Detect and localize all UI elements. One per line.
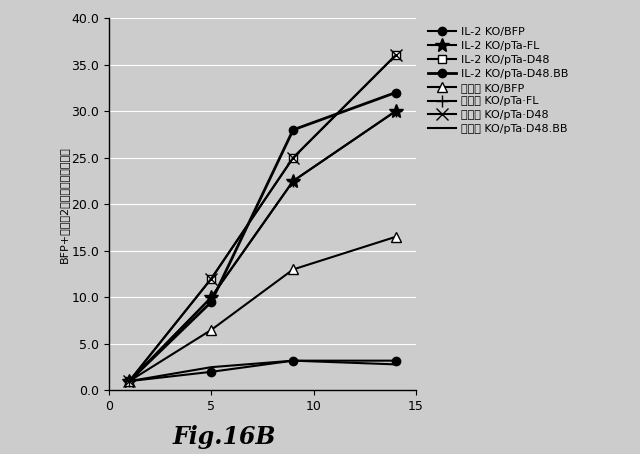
IL-2 KO/pTa-D48 — [207, 276, 215, 281]
IL-2 KO/pTa-D48.BB — [392, 90, 399, 95]
Line: ビーズ KO/pTa·D48: ビーズ KO/pTa·D48 — [124, 50, 401, 387]
ビーズ KO/pTa·D48.BB — [392, 362, 399, 367]
ビーズ KO/pTa·D48 — [392, 53, 399, 58]
IL-2 KO/pTa-FL — [207, 295, 215, 300]
ビーズ KO/pTa·D48.BB — [289, 358, 297, 363]
ビーズ KO/BFP — [289, 266, 297, 272]
ビーズ KO/pTa·D48.BB — [207, 365, 215, 370]
ビーズ KO/pTa·D48 — [207, 276, 215, 281]
IL-2 KO/pTa-D48.BB — [207, 299, 215, 305]
ビーズ KO/BFP — [125, 378, 133, 384]
Line: ビーズ KO/pTa·D48.BB: ビーズ KO/pTa·D48.BB — [129, 360, 396, 381]
ビーズ KO/pTa·FL — [289, 178, 297, 184]
ビーズ KO/pTa·FL — [207, 295, 215, 300]
ビーズ KO/pTa·D48.BB — [125, 378, 133, 384]
IL-2 KO/pTa-FL — [392, 109, 399, 114]
ビーズ KO/pTa·D48 — [289, 155, 297, 160]
IL-2 KO/BFP — [289, 358, 297, 363]
ビーズ KO/pTa·FL — [392, 109, 399, 114]
IL-2 KO/BFP — [125, 378, 133, 384]
Line: IL-2 KO/BFP: IL-2 KO/BFP — [125, 356, 400, 385]
Legend: IL-2 KO/BFP, IL-2 KO/pTa-FL, IL-2 KO/pTa-D48, IL-2 KO/pTa-D48.BB, ビーズ KO/BFP, ビー: IL-2 KO/BFP, IL-2 KO/pTa-FL, IL-2 KO/pTa… — [424, 24, 572, 138]
IL-2 KO/pTa-FL — [289, 178, 297, 184]
ビーズ KO/pTa·FL — [125, 378, 133, 384]
IL-2 KO/pTa-D48 — [289, 155, 297, 160]
Line: ビーズ KO/pTa·FL: ビーズ KO/pTa·FL — [124, 106, 401, 387]
Line: IL-2 KO/pTa-D48: IL-2 KO/pTa-D48 — [125, 51, 400, 385]
IL-2 KO/BFP — [207, 369, 215, 375]
IL-2 KO/pTa-D48.BB — [289, 127, 297, 133]
Text: Fig.16B: Fig.16B — [172, 425, 276, 449]
IL-2 KO/pTa-FL — [125, 378, 133, 384]
Line: ビーズ KO/BFP: ビーズ KO/BFP — [124, 232, 401, 386]
IL-2 KO/pTa-D48 — [125, 378, 133, 384]
ビーズ KO/pTa·D48 — [125, 378, 133, 384]
IL-2 KO/BFP — [392, 358, 399, 363]
IL-2 KO/pTa-D48 — [392, 53, 399, 58]
ビーズ KO/BFP — [392, 234, 399, 240]
ビーズ KO/BFP — [207, 327, 215, 333]
Line: IL-2 KO/pTa-FL: IL-2 KO/pTa-FL — [122, 104, 403, 388]
IL-2 KO/pTa-D48.BB — [125, 378, 133, 384]
Y-axis label: BFP+細胞：2日目までの誘導倍数: BFP+細胞：2日目までの誘導倍数 — [58, 146, 68, 263]
Line: IL-2 KO/pTa-D48.BB: IL-2 KO/pTa-D48.BB — [125, 89, 400, 385]
